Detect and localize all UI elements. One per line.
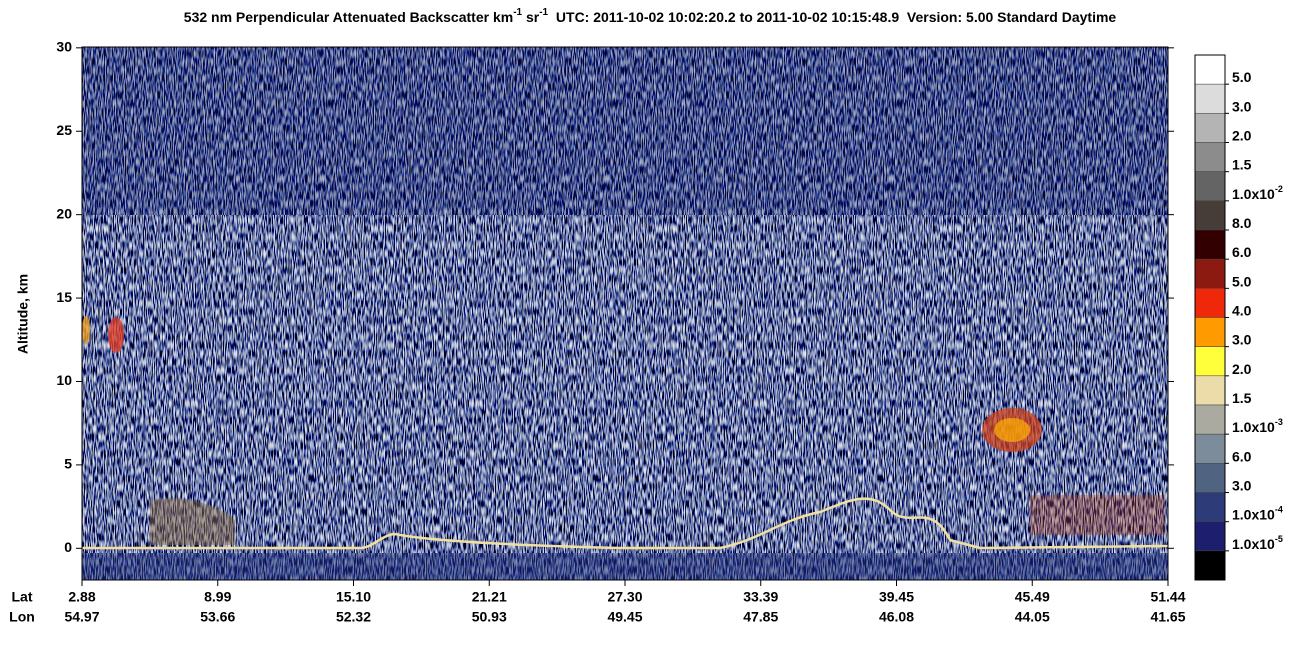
x-tick-label: 2.88 <box>68 589 95 605</box>
y-tick-label: 25 <box>56 122 72 138</box>
colorbar-swatch <box>1194 113 1226 143</box>
colorbar-swatch <box>1194 83 1226 114</box>
x-row-label: Lat <box>12 589 33 605</box>
x-tick-label: 54.97 <box>64 609 99 625</box>
colorbar-swatch <box>1194 433 1226 464</box>
x-tick-label: 8.99 <box>204 589 231 605</box>
x-tick-label: 46.08 <box>879 609 914 625</box>
x-tick-label: 49.45 <box>607 609 642 625</box>
x-tick-label: 52.32 <box>336 609 371 625</box>
chart-title: 532 nm Perpendicular Attenuated Backscat… <box>184 7 1117 25</box>
x-tick-label: 47.85 <box>743 609 778 625</box>
colorbar-label: 3.0 <box>1232 477 1252 493</box>
colorbar-swatch <box>1194 200 1226 231</box>
colorbar-label-text: 6.0 <box>1232 244 1252 260</box>
colorbar-label: 8.0 <box>1232 215 1252 231</box>
colorbar-label: 5.0 <box>1232 69 1252 85</box>
colorbar-swatch <box>1194 492 1226 522</box>
colorbar-swatch <box>1194 229 1226 260</box>
colorbar-label: 5.0 <box>1232 273 1252 289</box>
colorbar-label: 1.0x10-5 <box>1232 534 1283 551</box>
x-tick-label: 39.45 <box>879 589 914 605</box>
colorbar-label: 2.0 <box>1232 361 1252 377</box>
x-tick-label: 33.39 <box>743 589 778 605</box>
colorbar-label-text: 1.5 <box>1232 390 1252 406</box>
colorbar-label-text: 4.0 <box>1232 302 1252 318</box>
x-tick-label: 41.65 <box>1150 609 1185 625</box>
y-tick-label: 20 <box>56 205 72 221</box>
x-tick-label: 53.66 <box>200 609 235 625</box>
colorbar-swatch <box>1194 550 1226 581</box>
y-tick-label: 10 <box>56 372 72 388</box>
colorbar-label-text: 2.0 <box>1232 127 1252 143</box>
x-row-label: Lon <box>9 609 35 625</box>
colorbar-label: 1.0x10-2 <box>1232 184 1283 201</box>
colorbar-label-text: 3.0 <box>1232 477 1252 493</box>
colorbar-label-text: 5.0 <box>1232 69 1252 85</box>
x-tick-label: 50.93 <box>472 609 507 625</box>
colorbar-swatch <box>1194 375 1226 406</box>
colorbar-label-text: 8.0 <box>1232 215 1252 231</box>
y-tick-label: 5 <box>64 456 72 472</box>
colorbar-swatch <box>1194 258 1226 289</box>
x-tick-label: 27.30 <box>607 589 642 605</box>
colorbar-swatch <box>1194 404 1226 435</box>
colorbar-label: 4.0 <box>1232 302 1252 318</box>
colorbar-label-text: 1.5 <box>1232 156 1252 172</box>
colorbar-swatch <box>1194 288 1226 318</box>
y-tick-label: 0 <box>64 539 72 555</box>
colorbar-label-exponent: -3 <box>1275 418 1283 428</box>
colorbar-label-text: 1.0x10 <box>1232 536 1275 552</box>
colorbar-label: 3.0 <box>1232 331 1252 347</box>
colorbar-label-exponent: -4 <box>1275 505 1283 515</box>
colorbar-swatch <box>1194 54 1226 85</box>
colorbar-label: 1.5 <box>1232 156 1252 172</box>
colorbar-label: 3.0 <box>1232 98 1252 114</box>
colorbar-label-text: 1.0x10 <box>1232 506 1275 522</box>
colorbar-label-text: 3.0 <box>1232 98 1252 114</box>
colorbar-swatch <box>1194 317 1226 347</box>
colorbar-swatch <box>1194 463 1226 493</box>
backscatter-image <box>82 47 1168 580</box>
colorbar-label-text: 3.0 <box>1232 331 1252 347</box>
colorbar-label: 1.0x10-4 <box>1232 505 1283 522</box>
colorbar-swatch <box>1194 521 1226 552</box>
colorbar-label: 6.0 <box>1232 244 1252 260</box>
colorbar-label-exponent: -5 <box>1275 534 1283 544</box>
colorbar-label-text: 1.0x10 <box>1232 186 1275 202</box>
colorbar-swatch <box>1194 171 1226 202</box>
x-tick-label: 45.49 <box>1015 589 1050 605</box>
colorbar-label: 6.0 <box>1232 448 1252 464</box>
x-tick-label: 15.10 <box>336 589 371 605</box>
y-tick-label: 30 <box>56 39 72 55</box>
y-tick-label: 15 <box>56 289 72 305</box>
colorbar-label-exponent: -2 <box>1275 184 1283 194</box>
y-axis-label: Altitude, km <box>15 274 31 354</box>
x-tick-label: 21.21 <box>472 589 507 605</box>
colorbar-label: 1.5 <box>1232 390 1252 406</box>
colorbar-label-text: 6.0 <box>1232 448 1252 464</box>
colorbar-label: 2.0 <box>1232 127 1252 143</box>
x-tick-label: 51.44 <box>1150 589 1185 605</box>
x-tick-label: 44.05 <box>1015 609 1050 625</box>
colorbar-label-text: 5.0 <box>1232 273 1252 289</box>
colorbar-label-text: 2.0 <box>1232 361 1252 377</box>
colorbar-swatch <box>1194 346 1226 377</box>
colorbar-label-text: 1.0x10 <box>1232 419 1275 435</box>
colorbar-label: 1.0x10-3 <box>1232 418 1283 435</box>
colorbar-swatch <box>1194 142 1226 172</box>
